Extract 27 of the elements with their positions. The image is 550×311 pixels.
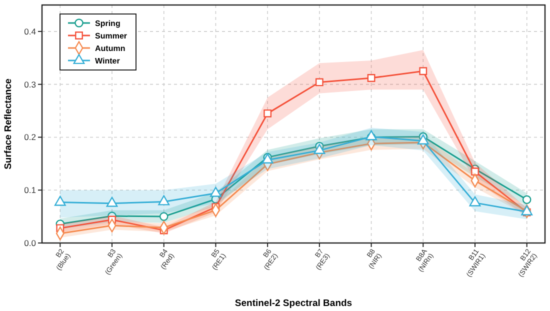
y-tick-label: 0.2 [24,132,36,142]
legend-label: Spring [95,18,120,28]
point [159,212,168,221]
y-tick-label: 0.1 [24,185,36,196]
point [366,130,377,140]
point [106,196,118,207]
point [521,205,533,216]
point [54,196,66,206]
legend-label: Summer [95,31,128,40]
y-tick-label: 0.3 [24,79,36,90]
legend-label: Winter [95,56,120,66]
point [158,195,170,206]
point [210,186,222,197]
point [471,168,479,176]
point [315,78,324,86]
y-tick-label: 0.0 [24,238,36,248]
y-tick-label: 0.4 [24,26,36,36]
point [264,109,272,118]
point [522,195,532,204]
legend-label: Autumn [95,44,126,53]
point [367,74,376,82]
point [314,144,326,154]
y-axis-title: Surface Reflectance [3,78,14,170]
point [417,134,429,144]
point [469,196,481,206]
x-axis-title: Sentinel-2 Spectral Bands [234,298,352,309]
point [419,67,428,76]
